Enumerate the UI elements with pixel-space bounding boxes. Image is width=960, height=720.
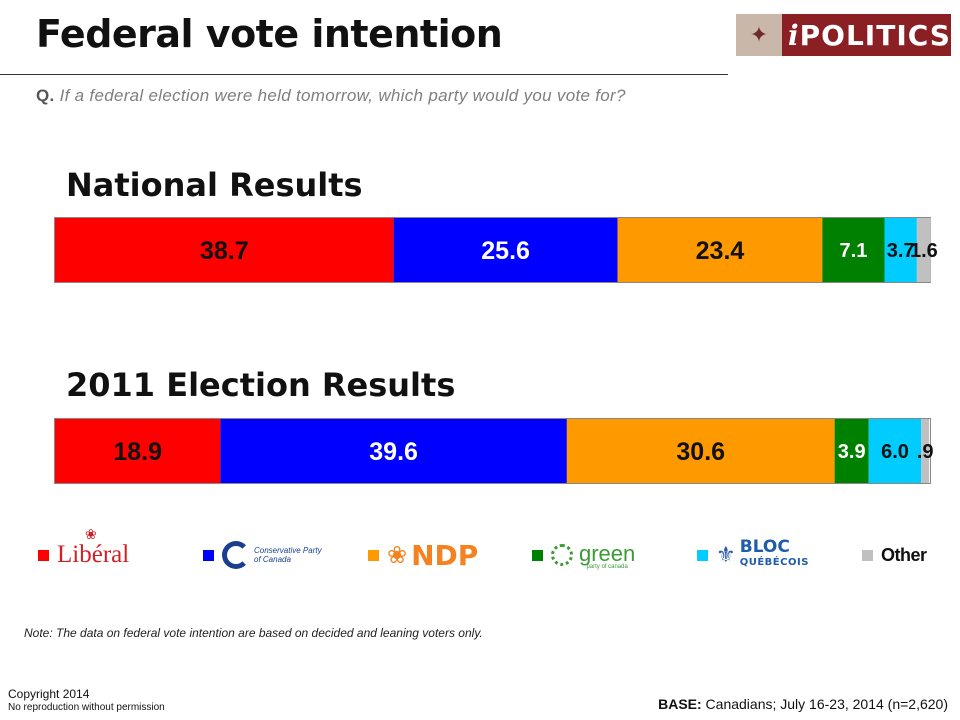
conservative-c-icon — [222, 541, 250, 569]
bar-segment-ndp — [617, 218, 823, 282]
legend-liberal: ❀ Libéral — [38, 528, 130, 572]
bar-segment-liberal — [55, 419, 221, 483]
data-label: 7.1 — [840, 240, 868, 262]
legend-swatch — [368, 549, 379, 561]
bar-segment-liberal — [55, 218, 394, 282]
data-label: 18.9 — [113, 438, 162, 466]
question-text: If a federal election were held tomorrow… — [59, 86, 626, 105]
data-label: 39.6 — [369, 438, 418, 466]
page-title: Federal vote intention — [36, 12, 503, 56]
maple-leaf-icon: ❀ — [85, 528, 97, 543]
bar-segment-conservative — [393, 218, 618, 282]
sunflower-icon — [551, 544, 573, 566]
maple-leaf-icon: ❀ — [387, 541, 408, 569]
legend-swatch — [697, 549, 708, 561]
legend-conservative: Conservative Party of Canada — [203, 538, 322, 572]
data-label: 3.9 — [838, 441, 866, 463]
data-label: 23.4 — [696, 237, 745, 265]
data-label: 3.7 — [887, 240, 915, 262]
liberal-logo: ❀ Libéral — [57, 528, 130, 568]
bar-segment-other — [921, 419, 930, 483]
question-prefix: Q. — [36, 86, 55, 105]
copyright: Copyright 2014 No reproduction without p… — [8, 687, 165, 714]
stacked-bar-chart: 38.7 25.6 23.4 7.1 3.71.6 18.9 39.6 30.6 3.9 6.0.… — [54, 217, 938, 484]
bar-segment-bloc-qu-b-cois — [868, 419, 922, 483]
legend-swatch — [532, 549, 543, 561]
data-label: 25.6 — [481, 237, 530, 265]
legend-other-label: Other — [881, 544, 927, 565]
ndp-logo: ❀ NDP — [387, 538, 479, 572]
title-divider — [0, 74, 728, 75]
conservative-logo: Conservative Party of Canada — [222, 541, 322, 569]
deer-icon: ✦ — [736, 14, 782, 56]
data-label: 1.6 — [910, 240, 938, 262]
data-label: 30.6 — [676, 438, 725, 466]
legend-swatch — [862, 549, 873, 561]
bar-segment-conservative — [220, 419, 567, 483]
legend-ndp: ❀ NDP — [368, 538, 478, 572]
legend-swatch — [203, 549, 214, 561]
data-label: 6.0 — [881, 441, 909, 463]
legend-bloc: ⚜ BLOC QUÉBÉCOIS — [697, 538, 809, 572]
logo-text: iPOLITICS — [788, 18, 951, 52]
footnote: Note: The data on federal vote intention… — [24, 626, 483, 640]
ipolitics-logo: ✦ iPOLITICS — [736, 14, 951, 56]
survey-question: Q. If a federal election were held tomor… — [36, 86, 626, 106]
legend-green: green party of canada — [532, 538, 635, 572]
bloc-logo: ⚜ BLOC QUÉBÉCOIS — [716, 537, 809, 569]
national-results-heading: National Results — [66, 166, 363, 204]
base-sample: BASE: Canadians; July 16-23, 2014 (n=2,6… — [658, 696, 948, 712]
bar-segment-bloc-qu-b-cois — [884, 218, 917, 282]
legend-other: Other — [862, 538, 927, 572]
green-logo: green party of canada — [551, 541, 635, 570]
bar-segment-ndp — [566, 419, 835, 483]
bar-frame — [54, 418, 931, 484]
bar-segment-green — [822, 218, 885, 282]
election-2011-heading: 2011 Election Results — [66, 366, 456, 404]
bar-segment-green — [834, 419, 869, 483]
fleur-de-lis-icon: ⚜ — [716, 542, 736, 567]
bar-segment-other — [916, 218, 931, 282]
data-label: .9 — [917, 441, 934, 463]
data-label: 38.7 — [200, 237, 249, 265]
legend-swatch — [38, 549, 49, 561]
